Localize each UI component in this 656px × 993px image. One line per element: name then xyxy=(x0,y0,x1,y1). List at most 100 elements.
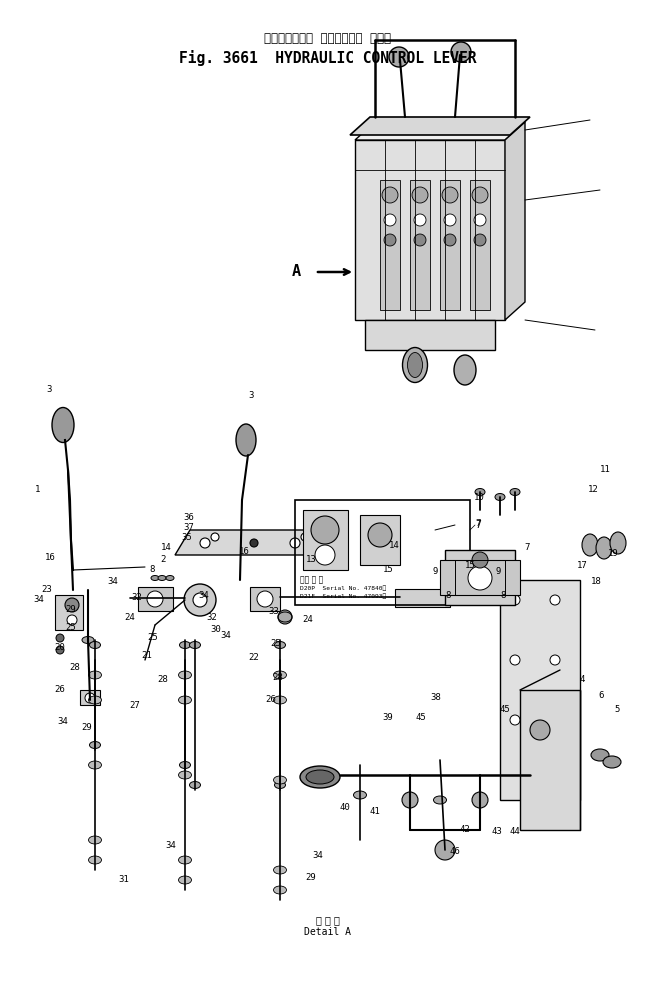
Text: 30: 30 xyxy=(210,626,221,635)
Circle shape xyxy=(384,234,396,246)
Ellipse shape xyxy=(151,576,159,581)
Text: Detail A: Detail A xyxy=(304,927,352,937)
Polygon shape xyxy=(355,122,525,140)
Text: D21F  Serial No. 47093〜: D21F Serial No. 47093〜 xyxy=(300,593,386,599)
Text: 35: 35 xyxy=(181,533,192,542)
Text: Ａ 詳 細: Ａ 詳 細 xyxy=(316,915,340,925)
Text: 13: 13 xyxy=(306,555,317,564)
Ellipse shape xyxy=(596,537,612,559)
Ellipse shape xyxy=(158,576,166,581)
Text: 7: 7 xyxy=(525,543,530,552)
Text: 41: 41 xyxy=(370,807,380,816)
Ellipse shape xyxy=(603,756,621,768)
Polygon shape xyxy=(350,117,530,135)
Circle shape xyxy=(474,234,486,246)
Text: 18: 18 xyxy=(591,578,602,587)
Text: D20P  Serial No. 47840〜: D20P Serial No. 47840〜 xyxy=(300,585,386,591)
Text: Fig. 3661  HYDRAULIC CONTROL LEVER: Fig. 3661 HYDRAULIC CONTROL LEVER xyxy=(179,50,477,66)
Ellipse shape xyxy=(407,353,422,377)
Ellipse shape xyxy=(89,856,102,864)
Ellipse shape xyxy=(274,781,285,788)
Bar xyxy=(295,500,470,605)
Polygon shape xyxy=(505,122,525,320)
Circle shape xyxy=(85,693,95,703)
Circle shape xyxy=(414,214,426,226)
Text: 28: 28 xyxy=(272,673,283,682)
Circle shape xyxy=(56,634,64,642)
Circle shape xyxy=(311,516,339,544)
Text: 14: 14 xyxy=(161,543,172,552)
Text: 25: 25 xyxy=(270,638,281,647)
Circle shape xyxy=(468,566,492,590)
Text: 1: 1 xyxy=(35,486,41,495)
Ellipse shape xyxy=(180,762,190,769)
Ellipse shape xyxy=(236,424,256,456)
Ellipse shape xyxy=(89,761,102,769)
Text: 10: 10 xyxy=(474,493,485,501)
Circle shape xyxy=(472,552,488,568)
Bar xyxy=(80,690,100,705)
Text: 32: 32 xyxy=(206,614,216,623)
Circle shape xyxy=(412,187,428,203)
Text: 45: 45 xyxy=(415,713,426,722)
Text: 28: 28 xyxy=(70,663,80,672)
Circle shape xyxy=(474,214,486,226)
Text: 31: 31 xyxy=(118,876,129,885)
Circle shape xyxy=(550,655,560,665)
Circle shape xyxy=(550,595,560,605)
Text: 20: 20 xyxy=(54,643,65,652)
Ellipse shape xyxy=(89,671,102,679)
Ellipse shape xyxy=(52,407,74,443)
Text: 26: 26 xyxy=(54,685,65,694)
Text: 8: 8 xyxy=(500,591,505,600)
Ellipse shape xyxy=(582,534,598,556)
Text: 37: 37 xyxy=(183,523,194,532)
Text: 23: 23 xyxy=(41,586,52,595)
Polygon shape xyxy=(410,180,430,310)
Circle shape xyxy=(414,234,426,246)
Circle shape xyxy=(301,533,309,541)
Bar xyxy=(250,587,280,611)
Circle shape xyxy=(67,615,77,625)
Text: 34: 34 xyxy=(33,596,44,605)
Text: 16: 16 xyxy=(45,553,56,562)
Text: 34: 34 xyxy=(312,850,323,860)
Bar xyxy=(55,595,83,630)
Text: 45: 45 xyxy=(500,705,511,715)
Text: 6: 6 xyxy=(598,690,604,699)
Circle shape xyxy=(550,715,560,725)
Text: 3: 3 xyxy=(47,385,52,394)
Text: 39: 39 xyxy=(382,714,393,723)
Ellipse shape xyxy=(82,637,94,643)
Polygon shape xyxy=(175,530,335,555)
Text: 38: 38 xyxy=(430,693,441,702)
Circle shape xyxy=(147,591,163,607)
Ellipse shape xyxy=(434,796,447,804)
Text: 14: 14 xyxy=(389,540,400,549)
Circle shape xyxy=(510,655,520,665)
Text: 46: 46 xyxy=(450,847,461,857)
Bar xyxy=(520,690,580,830)
Text: 15: 15 xyxy=(383,565,394,575)
Circle shape xyxy=(389,47,409,67)
Text: A: A xyxy=(292,264,301,279)
Polygon shape xyxy=(365,320,495,350)
Ellipse shape xyxy=(510,489,520,496)
Ellipse shape xyxy=(306,770,334,784)
Text: 25: 25 xyxy=(65,624,76,633)
Ellipse shape xyxy=(274,671,287,679)
Text: 34: 34 xyxy=(198,591,209,600)
Circle shape xyxy=(451,42,471,62)
Text: 22: 22 xyxy=(248,653,258,662)
Ellipse shape xyxy=(354,791,367,799)
Text: 34: 34 xyxy=(107,578,118,587)
Bar xyxy=(440,560,520,595)
Ellipse shape xyxy=(178,696,192,704)
Circle shape xyxy=(442,187,458,203)
Circle shape xyxy=(510,715,520,725)
Text: 43: 43 xyxy=(492,827,502,836)
Ellipse shape xyxy=(274,696,287,704)
Text: 5: 5 xyxy=(614,705,619,715)
Ellipse shape xyxy=(190,781,201,788)
Circle shape xyxy=(384,214,396,226)
